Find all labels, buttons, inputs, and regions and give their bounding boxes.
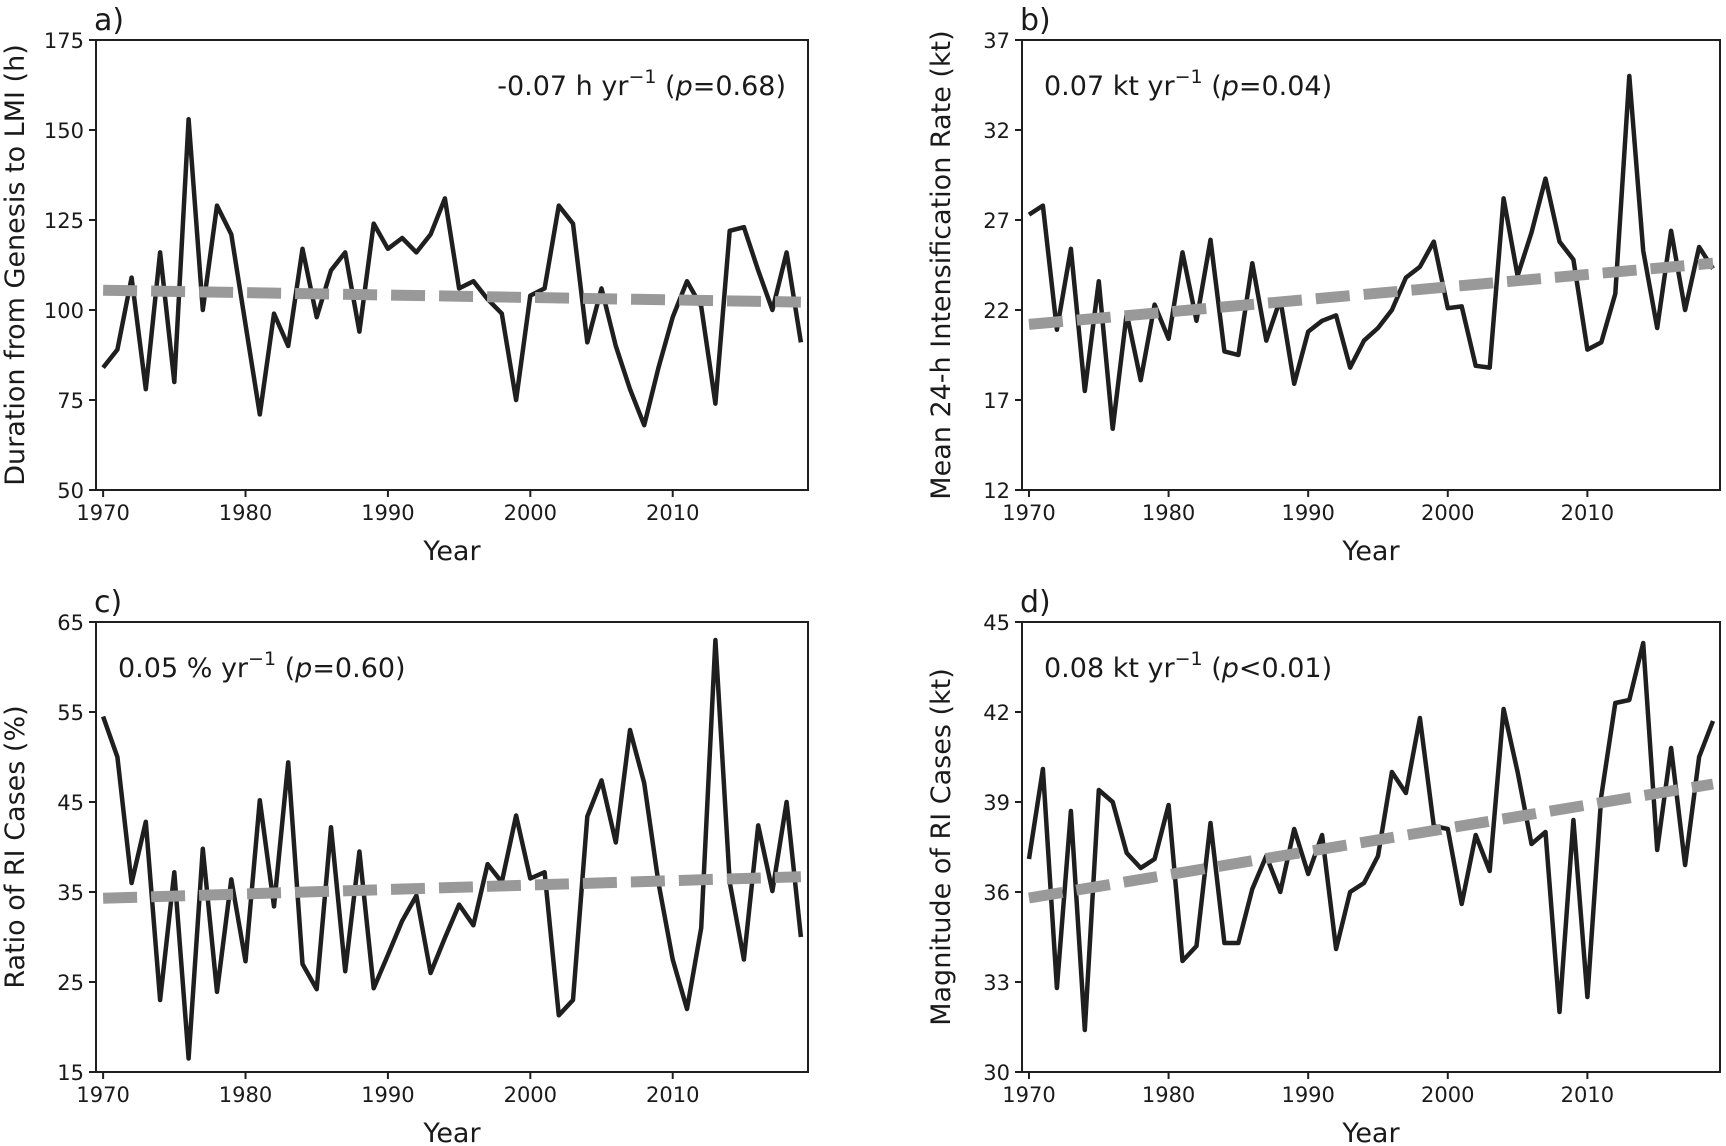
y-tick-label: 27 bbox=[983, 209, 1010, 233]
y-tick-label: 150 bbox=[44, 119, 84, 143]
x-tick-label: 1970 bbox=[76, 1083, 129, 1107]
y-axis-label: Duration from Genesis to LMI (h) bbox=[0, 44, 31, 486]
series-line bbox=[1026, 640, 1716, 1033]
annotation-p: p bbox=[294, 653, 312, 684]
y-tick-label: 65 bbox=[57, 611, 84, 635]
x-tick-label: 2000 bbox=[1421, 501, 1474, 525]
x-axis-label: Year bbox=[422, 1118, 481, 1146]
x-tick-label: 1980 bbox=[1142, 1083, 1195, 1107]
annotation-rate: 0.07 kt yr bbox=[1044, 71, 1175, 102]
plot-frame bbox=[1021, 621, 1721, 1073]
y-tick-label: 17 bbox=[983, 389, 1010, 413]
x-tick-label: 1990 bbox=[1281, 501, 1334, 525]
x-tick-label: 2010 bbox=[1561, 1083, 1614, 1107]
y-tick-label: 30 bbox=[983, 1061, 1010, 1085]
plot-frame bbox=[95, 621, 809, 1073]
y-tick-label: 75 bbox=[57, 389, 84, 413]
panel-label: d) bbox=[1020, 585, 1051, 620]
y-tick-label: 35 bbox=[57, 881, 84, 905]
annotation-p-value: =0.04) bbox=[1239, 71, 1332, 102]
x-tick-label: 1990 bbox=[361, 501, 414, 525]
x-tick-label: 1970 bbox=[1002, 1083, 1055, 1107]
plot-frame bbox=[1021, 39, 1721, 491]
y-tick-label: 37 bbox=[983, 29, 1010, 53]
y-tick-label: 25 bbox=[57, 971, 84, 995]
annotation-rate: 0.08 kt yr bbox=[1044, 653, 1175, 684]
panel-label: b) bbox=[1020, 3, 1051, 38]
annotation-rate: 0.05 % yr bbox=[118, 653, 249, 684]
y-tick-label: 15 bbox=[57, 1061, 84, 1085]
annotation-exponent: −1 bbox=[248, 648, 276, 670]
trend-annotation: 0.08 kt yr−1 (p<0.01) bbox=[1044, 648, 1332, 684]
x-tick-label: 1970 bbox=[76, 501, 129, 525]
annotation-p-value: =0.60) bbox=[312, 653, 405, 684]
annotation-exponent: −1 bbox=[1175, 66, 1203, 88]
y-tick-label: 175 bbox=[44, 29, 84, 53]
x-axis-label: Year bbox=[422, 536, 481, 567]
y-tick-label: 33 bbox=[983, 971, 1010, 995]
annotation-p-value: <0.01) bbox=[1239, 653, 1332, 684]
y-tick-label: 36 bbox=[983, 881, 1010, 905]
plot-frame bbox=[95, 39, 809, 491]
series-line bbox=[101, 116, 804, 428]
panel-c: 1970 1980 1990 2000 2010 15 25 35 45 55 65 Year Rati… bbox=[0, 585, 809, 1146]
x-tick-label: 2010 bbox=[646, 501, 699, 525]
x-tick-label: 2000 bbox=[504, 501, 557, 525]
y-tick-label: 39 bbox=[983, 791, 1010, 815]
panel-d: 1970 1980 1990 2000 2010 30 33 36 39 42 45 Year Magn… bbox=[926, 585, 1721, 1146]
trend-line bbox=[1028, 257, 1714, 330]
series-line bbox=[100, 637, 804, 1061]
x-axis-label: Year bbox=[1341, 1118, 1400, 1146]
y-tick-label: 12 bbox=[983, 479, 1010, 503]
y-tick-label: 22 bbox=[983, 299, 1010, 323]
annotation-rate: -0.07 h yr bbox=[497, 71, 629, 102]
panel-label: c) bbox=[94, 585, 122, 620]
trend-line bbox=[103, 284, 801, 308]
y-tick-label: 45 bbox=[983, 611, 1010, 635]
annotation-paren: ( bbox=[656, 71, 675, 102]
y-tick-label: 100 bbox=[44, 299, 84, 323]
y-tick-label: 125 bbox=[44, 209, 84, 233]
annotation-exponent: −1 bbox=[1175, 648, 1203, 670]
annotation-paren: ( bbox=[276, 653, 295, 684]
panel-label: a) bbox=[94, 3, 124, 38]
annotation-p: p bbox=[675, 71, 693, 102]
y-axis-label: Magnitude of RI Cases (kt) bbox=[926, 668, 957, 1026]
x-tick-label: 1990 bbox=[1281, 1083, 1334, 1107]
trend-annotation: -0.07 h yr−1 (p=0.68) bbox=[497, 66, 786, 102]
y-tick-label: 42 bbox=[983, 701, 1010, 725]
x-tick-label: 2000 bbox=[1421, 1083, 1474, 1107]
annotation-paren: ( bbox=[1203, 653, 1222, 684]
y-tick-label: 45 bbox=[57, 791, 84, 815]
x-axis-label: Year bbox=[1341, 536, 1400, 567]
x-tick-label: 1980 bbox=[1142, 501, 1195, 525]
x-tick-label: 2010 bbox=[1561, 501, 1614, 525]
x-tick-label: 1980 bbox=[219, 501, 272, 525]
y-axis-label: Mean 24-h Intensification Rate (kt) bbox=[926, 30, 957, 499]
y-tick-label: 32 bbox=[983, 119, 1010, 143]
y-tick-label: 55 bbox=[57, 701, 84, 725]
y-axis-label: Ratio of RI Cases (%) bbox=[0, 705, 31, 988]
x-tick-label: 1990 bbox=[361, 1083, 414, 1107]
x-tick-label: 2000 bbox=[504, 1083, 557, 1107]
annotation-p: p bbox=[1221, 71, 1239, 102]
trend-annotation: 0.05 % yr−1 (p=0.60) bbox=[118, 648, 406, 684]
annotation-exponent: −1 bbox=[628, 66, 656, 88]
x-tick-label: 1970 bbox=[1002, 501, 1055, 525]
panel-a: 1970 1980 1990 2000 2010 50 75 100 125 150 175 Year… bbox=[0, 3, 809, 567]
series-line bbox=[1027, 73, 1715, 432]
annotation-paren: ( bbox=[1203, 71, 1222, 102]
trend-line bbox=[1028, 778, 1714, 904]
trend-line bbox=[102, 871, 802, 904]
trend-annotation: 0.07 kt yr−1 (p=0.04) bbox=[1044, 66, 1332, 102]
annotation-p-value: =0.68) bbox=[693, 71, 786, 102]
y-tick-label: 50 bbox=[57, 479, 84, 503]
annotation-p: p bbox=[1221, 653, 1239, 684]
panel-b: 1970 1980 1990 2000 2010 12 17 22 27 32 37 Year Mean… bbox=[926, 3, 1721, 567]
x-tick-label: 2010 bbox=[646, 1083, 699, 1107]
x-tick-label: 1980 bbox=[219, 1083, 272, 1107]
